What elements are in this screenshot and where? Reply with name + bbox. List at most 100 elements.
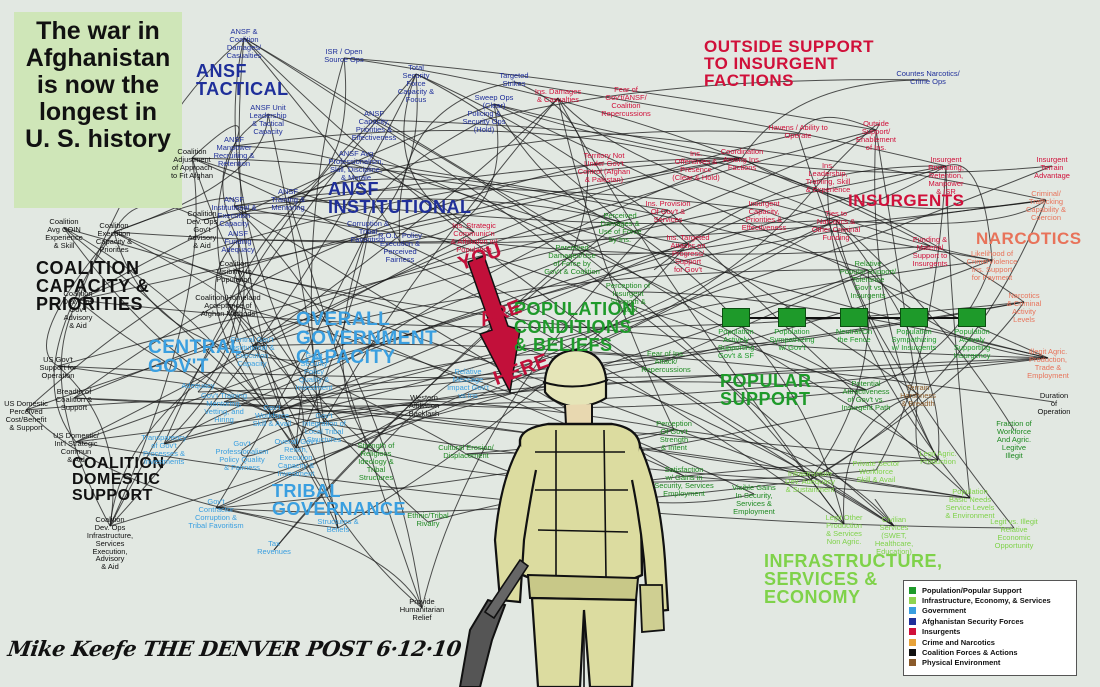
- causal-link-arrow: [695, 159, 1025, 303]
- diagram-node: Fear of Gov't/ANSF/ Coalition Repercussi…: [601, 85, 651, 118]
- causal-link-arrow: [665, 245, 931, 361]
- diagram-node: Provide Humanitarian Relief: [399, 597, 445, 622]
- causal-link-arrow: [113, 231, 229, 305]
- causal-link-arrow: [227, 303, 429, 523]
- causal-link-arrow: [63, 227, 273, 415]
- diagram-node: Duration of Operation: [1037, 391, 1071, 416]
- causal-link-arrow: [342, 229, 377, 453]
- causal-link-arrow: [215, 507, 423, 609]
- diagram-node: Insurgent Capacity, Priorities & Effecti…: [741, 199, 787, 232]
- causal-link-arrow: [223, 199, 1047, 403]
- diagram-node: Coalition Adjustment of Approach to Fit …: [170, 147, 214, 180]
- population-stock-box: [722, 308, 750, 327]
- causal-link-arrow: [797, 133, 939, 461]
- causal-link-arrow: [233, 205, 423, 609]
- diagram-node: Ins. Damages & Casualties: [534, 87, 582, 104]
- diagram-node: Narcotics & Criminal Activity Levels: [1006, 291, 1042, 324]
- legend-item: Infrastructure, Economy, & Services: [909, 595, 1071, 605]
- causal-link-arrow: [215, 219, 837, 509]
- diagram-node: Structures & Beliefs: [317, 517, 359, 534]
- causal-link-arrow: [63, 227, 811, 481]
- causal-link-arrow: [25, 269, 235, 411]
- causal-link-arrow: [355, 159, 1049, 359]
- causal-link-arrow: [557, 97, 675, 431]
- causal-link-arrow: [343, 57, 931, 247]
- causal-link-arrow: [271, 352, 667, 415]
- population-stock-label: Population Sympathizing w/ Insurgents: [891, 327, 937, 352]
- diagram-node: ANSF & Coalition Damages/ Casualties: [226, 27, 262, 60]
- diagram-node: Ins. Targeted Attacks on Progress/ Suppo…: [666, 233, 710, 274]
- diagram-node: Perceived Damages & Use of Force by Ins.: [598, 211, 642, 244]
- causal-link-arrow: [215, 479, 811, 513]
- causal-link-arrow: [191, 157, 869, 271]
- causal-link-arrow: [109, 157, 197, 527]
- caption-line: U. S. history: [25, 125, 171, 153]
- diagram-node: Ins. Offensives & Presence (Clear & Hold…: [672, 149, 720, 182]
- diagram-node: R.O.L. Policy Execution & Perceived Fair…: [378, 231, 422, 264]
- diagram-node: Coalition Execution Capacity & Prioritie…: [95, 221, 133, 254]
- legend-label: Crime and Narcotics: [922, 637, 995, 647]
- causal-link-arrow: [251, 97, 559, 347]
- diagram-node: Ethnic/Tribal Rivalry: [407, 511, 449, 528]
- causal-link-arrow: [337, 243, 689, 529]
- section-label-central-gov: CENTRAL GOV'T: [148, 337, 243, 377]
- causal-link-arrow: [398, 81, 515, 243]
- diagram-node: Funding & Material Support to Insurgents: [912, 235, 948, 268]
- causal-link-arrow: [243, 37, 401, 243]
- causal-link-arrow: [251, 343, 1055, 403]
- causal-link-arrow: [867, 269, 1049, 359]
- population-stock-box: [900, 308, 928, 327]
- causal-link-arrow: [113, 113, 269, 233]
- diagram-node: Total Security Force Capacity & Focus: [397, 63, 435, 104]
- causal-link-arrow: [57, 209, 669, 367]
- causal-link-arrow: [483, 79, 929, 121]
- diagram-node: ANSF Unit Leadership & Tactical Capacity: [249, 103, 287, 136]
- diagram-node: Relative Popular Support/ Tolerance Gov'…: [839, 259, 897, 300]
- population-stock-label: Population Actively Supporting Gov't & S…: [717, 327, 755, 360]
- you-are-here-line: ARE: [476, 295, 525, 332]
- causal-link-arrow: [201, 157, 743, 221]
- legend-swatch: [909, 617, 916, 625]
- caption-line: is now the: [36, 71, 160, 99]
- diagram-node: Perception Of Gov't Strength & Intent: [656, 419, 692, 452]
- diagram-node: Ties to Narcotics & Other Criminal Fundi…: [811, 209, 861, 242]
- causal-link-arrow: [493, 103, 1053, 174]
- causal-link-arrow: [945, 165, 971, 499]
- causal-link-arrow: [251, 345, 467, 455]
- diagram-node: US Domestic Perceived Cost/Benefit & Sup…: [4, 399, 48, 432]
- section-label-tribal-governance: TRIBAL GOVERNANCE: [272, 481, 407, 519]
- causal-link-arrow: [287, 130, 799, 199]
- causal-link-arrow: [53, 231, 115, 443]
- diagram-node: Relative Message Impact Gov't vs Ins: [447, 367, 489, 400]
- legend-item: Insurgents: [909, 627, 1071, 637]
- legend-item: Physical Environment: [909, 658, 1071, 668]
- causal-link-arrow: [233, 130, 697, 161]
- causal-link-arrow: [271, 209, 765, 415]
- causal-link-arrow: [874, 498, 895, 527]
- causal-link-arrow: [214, 239, 273, 415]
- diagram-node: Breadth of Coalition & Support: [55, 387, 93, 412]
- diagram-node: Overall Gov't Reach, Execution Capacity …: [274, 437, 318, 478]
- causal-link-arrow: [191, 157, 867, 391]
- causal-link-arrow: [267, 113, 867, 391]
- legend-item: Coalition Forces & Actions: [909, 647, 1071, 657]
- causal-link-arrow: [687, 243, 919, 395]
- legend: Population/Popular Support Infrastructure…: [903, 580, 1077, 676]
- causal-link-arrow: [835, 219, 1015, 529]
- caption-callout: The war in Afghanistan is now the longes…: [14, 12, 182, 208]
- causal-link-arrow: [673, 429, 895, 527]
- causal-link-arrow: [367, 119, 485, 231]
- legend-swatch: [909, 649, 916, 657]
- diagram-node: Likelihood of Crime/Violence Ins. Suppor…: [966, 249, 1018, 282]
- legend-swatch: [909, 628, 916, 636]
- causal-link-arrow: [865, 259, 993, 391]
- diagram-node: Legit Other Production & Services Non Ag…: [825, 513, 863, 546]
- section-label-narcotics: NARCOTICS: [976, 229, 1082, 248]
- diagram-node: Transparency of Gov't Processes & Invest…: [141, 433, 187, 466]
- causal-link-arrow: [25, 397, 675, 431]
- diagram-node: Private Sector Workforce Skill & Avail: [852, 459, 900, 484]
- causal-link-arrow: [493, 103, 743, 159]
- causal-link-arrow: [287, 197, 837, 225]
- diagram-node: ANSF Training & Mentoring: [271, 187, 305, 212]
